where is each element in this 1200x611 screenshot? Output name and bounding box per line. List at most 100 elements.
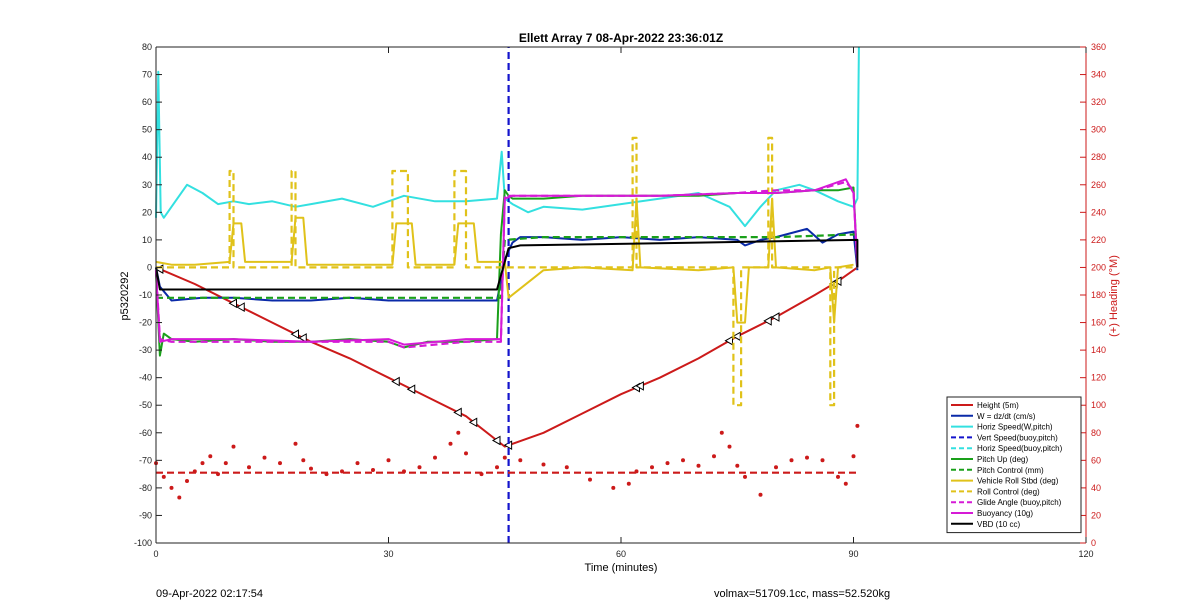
heading-point — [355, 461, 360, 466]
heading-point — [758, 492, 763, 497]
series-line-horiz-speed-w-pitch — [155, 46, 860, 228]
heading-point — [456, 430, 461, 435]
y2-tick-label: 240 — [1091, 207, 1106, 217]
heading-point — [262, 455, 267, 460]
y2-tick-label: 0 — [1091, 538, 1096, 548]
height-marker — [391, 376, 400, 387]
y2-tick-label: 20 — [1091, 510, 1101, 520]
y-tick-label: 30 — [142, 180, 152, 190]
heading-point — [247, 465, 251, 470]
heading-point — [843, 481, 848, 486]
heading-point — [169, 485, 174, 490]
series-line-roll-control-deg — [156, 136, 858, 407]
height-marker — [491, 435, 501, 446]
x-tick-label: 90 — [848, 549, 858, 559]
height-marker — [236, 302, 245, 312]
series-line-buoyancy-10g — [155, 178, 859, 346]
y2-tick-label: 100 — [1091, 400, 1106, 410]
y2-tick-label: 80 — [1091, 428, 1101, 438]
legend-label: Height (5m) — [977, 401, 1019, 410]
y-tick-label: -70 — [139, 455, 152, 465]
x-tick-label: 30 — [383, 549, 393, 559]
legend-label: W = dz/dt (cm/s) — [977, 412, 1036, 421]
heading-point — [448, 441, 453, 446]
heading-point — [417, 465, 422, 470]
y2-tick-label: 360 — [1091, 42, 1106, 52]
y-tick-label: 60 — [142, 97, 152, 107]
legend-label: Roll Control (deg) — [977, 487, 1040, 496]
series-line-height-5m — [155, 266, 858, 448]
heading-point — [177, 495, 182, 500]
height-marker — [763, 316, 772, 326]
y2-tick-label: 120 — [1091, 373, 1106, 383]
footer-stats: volmax=51709.1cc, mass=52.520kg — [714, 588, 891, 600]
legend-label: Horiz Speed(buoy,pitch) — [977, 444, 1063, 453]
heading-point — [293, 441, 298, 446]
y2-tick-label: 280 — [1091, 152, 1106, 162]
y-tick-label: -30 — [139, 345, 152, 355]
x-tick-label: 120 — [1078, 549, 1093, 559]
height-marker — [406, 384, 416, 395]
heading-point — [433, 455, 437, 460]
y2-tick-label: 60 — [1091, 455, 1101, 465]
heading-point — [626, 481, 631, 486]
heading-point — [851, 454, 856, 459]
heading-point — [611, 485, 616, 490]
y-tick-label: -100 — [134, 538, 152, 548]
y-tick-label: 80 — [142, 42, 152, 52]
y2-tick-label: 220 — [1091, 235, 1106, 245]
heading-point — [200, 461, 205, 466]
y-tick-label: -50 — [139, 400, 152, 410]
y2-axis-label: (+) Heading (°M) — [1108, 255, 1120, 337]
heading-point — [650, 465, 654, 470]
heading-point — [309, 466, 313, 471]
y-tick-label: -10 — [139, 290, 152, 300]
heading-point — [681, 458, 685, 463]
legend-label: Glide Angle (buoy,pitch) — [977, 498, 1062, 507]
heading-point — [735, 463, 740, 468]
height-marker — [298, 333, 307, 343]
legend-label: VBD (10 cc) — [977, 520, 1020, 529]
y-tick-label: -20 — [139, 318, 152, 328]
y-tick-label: 40 — [142, 152, 152, 162]
heading-point — [518, 458, 523, 463]
legend-label: Vert Speed(buoy,pitch) — [977, 433, 1058, 442]
axes-layer: 0 30 60 90 120-100-90-80-70-60-50-40-30-20-1… — [134, 42, 1106, 559]
y2-tick-label: 40 — [1091, 483, 1101, 493]
x-tick-label: 60 — [616, 549, 626, 559]
heading-point — [564, 465, 569, 470]
heading-point — [836, 474, 840, 479]
heading-point — [161, 474, 166, 479]
y2-tick-label: 340 — [1091, 70, 1106, 80]
legend: Height (5m) W = dz/dt (cm/s) Horiz Speed(W… — [946, 396, 1082, 534]
heading-point — [541, 462, 546, 467]
heading-point — [278, 461, 282, 466]
heading-point — [820, 458, 825, 463]
y2-tick-label: 140 — [1091, 345, 1106, 355]
heading-point — [231, 444, 236, 449]
y2-tick-label: 260 — [1091, 180, 1106, 190]
heading-point — [386, 458, 391, 463]
y-tick-label: 70 — [142, 70, 152, 80]
heading-point — [185, 479, 189, 483]
legend-label: Pitch Control (mm) — [977, 466, 1044, 475]
series-line-vbd-10-cc — [155, 238, 859, 291]
y2-tick-label: 320 — [1091, 97, 1106, 107]
legend-label: Pitch Up (deg) — [977, 455, 1028, 464]
plot-area — [154, 46, 860, 543]
legend-box — [946, 396, 1082, 534]
y-tick-label: 0 — [147, 262, 152, 272]
series-line-pitch-control-mm — [156, 233, 858, 299]
legend-label: Vehicle Roll Stbd (deg) — [977, 477, 1059, 486]
series-line-w-dz-dt-cm-s — [155, 227, 859, 302]
y-tick-label: 50 — [142, 125, 152, 135]
heading-point — [495, 465, 499, 470]
y2-tick-label: 300 — [1091, 125, 1106, 135]
height-marker — [724, 335, 733, 346]
y-tick-label: -40 — [139, 373, 152, 383]
x-axis-label: Time (minutes) — [585, 562, 658, 574]
heading-point — [301, 458, 306, 463]
y2-tick-label: 180 — [1091, 290, 1106, 300]
chart-title: Ellett Array 7 08-Apr-2022 23:36:01Z — [519, 31, 723, 45]
